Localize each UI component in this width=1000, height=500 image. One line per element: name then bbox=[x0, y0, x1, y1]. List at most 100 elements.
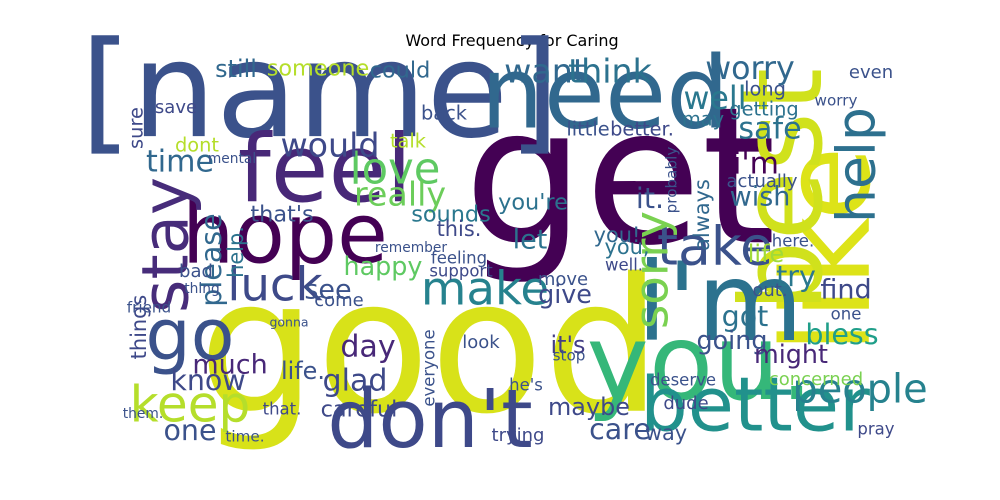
word-79: save bbox=[155, 97, 197, 118]
word-43: it. bbox=[636, 182, 664, 215]
word-72: actually bbox=[726, 171, 797, 192]
word-80: bad bbox=[179, 261, 213, 282]
word-61: always bbox=[690, 179, 714, 251]
word-9: hope bbox=[182, 186, 388, 282]
word-104: them. bbox=[123, 406, 163, 422]
word-66: you! bbox=[594, 223, 641, 247]
word-31: please bbox=[195, 213, 228, 306]
word-3: like bbox=[757, 146, 898, 353]
word-25: really bbox=[354, 175, 446, 214]
word-78: sure bbox=[125, 107, 148, 149]
word-84: even bbox=[849, 62, 893, 83]
word-54: sounds bbox=[411, 202, 491, 228]
word-70: better. bbox=[610, 118, 674, 141]
chart-title: Word Frequency for Caring bbox=[405, 31, 618, 50]
word-105: mental bbox=[208, 151, 256, 167]
word-44: see bbox=[304, 275, 351, 306]
word-cloud: getgood[name]likebesti'myou.needfeelhope… bbox=[80, 14, 928, 467]
word-1: good bbox=[198, 239, 661, 455]
word-14: help bbox=[825, 107, 888, 223]
word-35: one bbox=[163, 414, 216, 447]
word-15: take bbox=[657, 215, 773, 278]
word-90: trying bbox=[492, 425, 545, 446]
word-98: time. bbox=[225, 428, 264, 446]
word-30: i'm bbox=[733, 147, 779, 182]
word-17: make bbox=[421, 263, 549, 317]
word-85: move bbox=[538, 269, 588, 290]
word-47: let bbox=[513, 225, 548, 256]
word-65: you, bbox=[604, 235, 649, 259]
word-16: keep bbox=[130, 375, 251, 434]
word-99: stop bbox=[553, 347, 586, 365]
word-96: that. bbox=[263, 400, 302, 419]
word-20: love bbox=[350, 145, 441, 195]
word-91: feeling bbox=[431, 249, 487, 268]
word-82: dude bbox=[663, 393, 708, 414]
word-8: feel bbox=[238, 115, 413, 224]
word-97: one bbox=[831, 305, 862, 324]
word-76: talk bbox=[390, 130, 427, 153]
word-10: don't bbox=[327, 373, 533, 467]
word-88: pray bbox=[857, 420, 894, 439]
word-73: long bbox=[744, 78, 786, 101]
word-5: i'm bbox=[637, 239, 804, 366]
word-106: thing bbox=[184, 281, 220, 297]
word-27: worry bbox=[705, 51, 795, 87]
word-28: time bbox=[146, 145, 214, 180]
word-41: try bbox=[776, 260, 816, 293]
word-23: think bbox=[568, 52, 653, 91]
word-89: here. bbox=[772, 232, 814, 251]
word-69: little bbox=[566, 118, 609, 141]
word-81: come bbox=[314, 290, 364, 311]
word-87: look bbox=[462, 332, 500, 353]
word-29: safe bbox=[738, 112, 801, 147]
word-94: deserve bbox=[650, 371, 716, 390]
word-86: well. bbox=[605, 256, 643, 275]
word-11: better bbox=[640, 361, 870, 449]
word-62: things bbox=[127, 295, 151, 360]
word-37: much bbox=[192, 350, 267, 381]
word-42: wish bbox=[730, 182, 791, 213]
word-50: life bbox=[748, 240, 784, 268]
word-6: you. bbox=[587, 301, 814, 424]
word-21: people bbox=[792, 367, 927, 413]
word-68: concerned bbox=[769, 369, 863, 390]
word-51: life. bbox=[281, 357, 325, 385]
word-107: gonna bbox=[269, 315, 308, 330]
word-39: got bbox=[722, 300, 769, 333]
word-67: this. bbox=[437, 217, 482, 241]
word-34: care bbox=[589, 413, 651, 446]
word-74: may bbox=[682, 108, 724, 131]
word-26: well bbox=[683, 81, 746, 117]
word-77: back bbox=[421, 102, 468, 125]
word-22: want bbox=[504, 52, 586, 91]
word-60: could bbox=[370, 58, 431, 84]
word-2: [name] bbox=[80, 14, 560, 168]
word-18: sorry bbox=[626, 211, 680, 329]
word-102: friend bbox=[127, 299, 171, 317]
word-101: probably bbox=[663, 147, 681, 214]
word-57: careful bbox=[321, 397, 398, 423]
word-92: support bbox=[429, 262, 493, 281]
word-38: bless bbox=[805, 318, 878, 351]
word-71: getting bbox=[729, 98, 798, 121]
word-93: everyone bbox=[420, 329, 439, 406]
word-46: give bbox=[538, 279, 592, 309]
word-83: out. bbox=[752, 280, 787, 301]
word-56: you're bbox=[498, 190, 568, 216]
word-13: stay bbox=[129, 177, 204, 313]
word-59: someone bbox=[267, 56, 370, 82]
word-33: glad bbox=[322, 364, 387, 399]
word-0: get bbox=[464, 66, 776, 287]
word-75: dont bbox=[175, 134, 219, 157]
word-53: it's bbox=[550, 331, 585, 359]
word-95: he's bbox=[509, 376, 543, 395]
word-32: day bbox=[340, 330, 395, 365]
word-100: worry bbox=[815, 92, 858, 110]
word-4: best bbox=[716, 68, 848, 312]
word-103: remember bbox=[375, 240, 447, 256]
word-19: luck bbox=[227, 259, 322, 313]
word-45: happy bbox=[344, 251, 423, 281]
word-49: might bbox=[754, 339, 828, 369]
